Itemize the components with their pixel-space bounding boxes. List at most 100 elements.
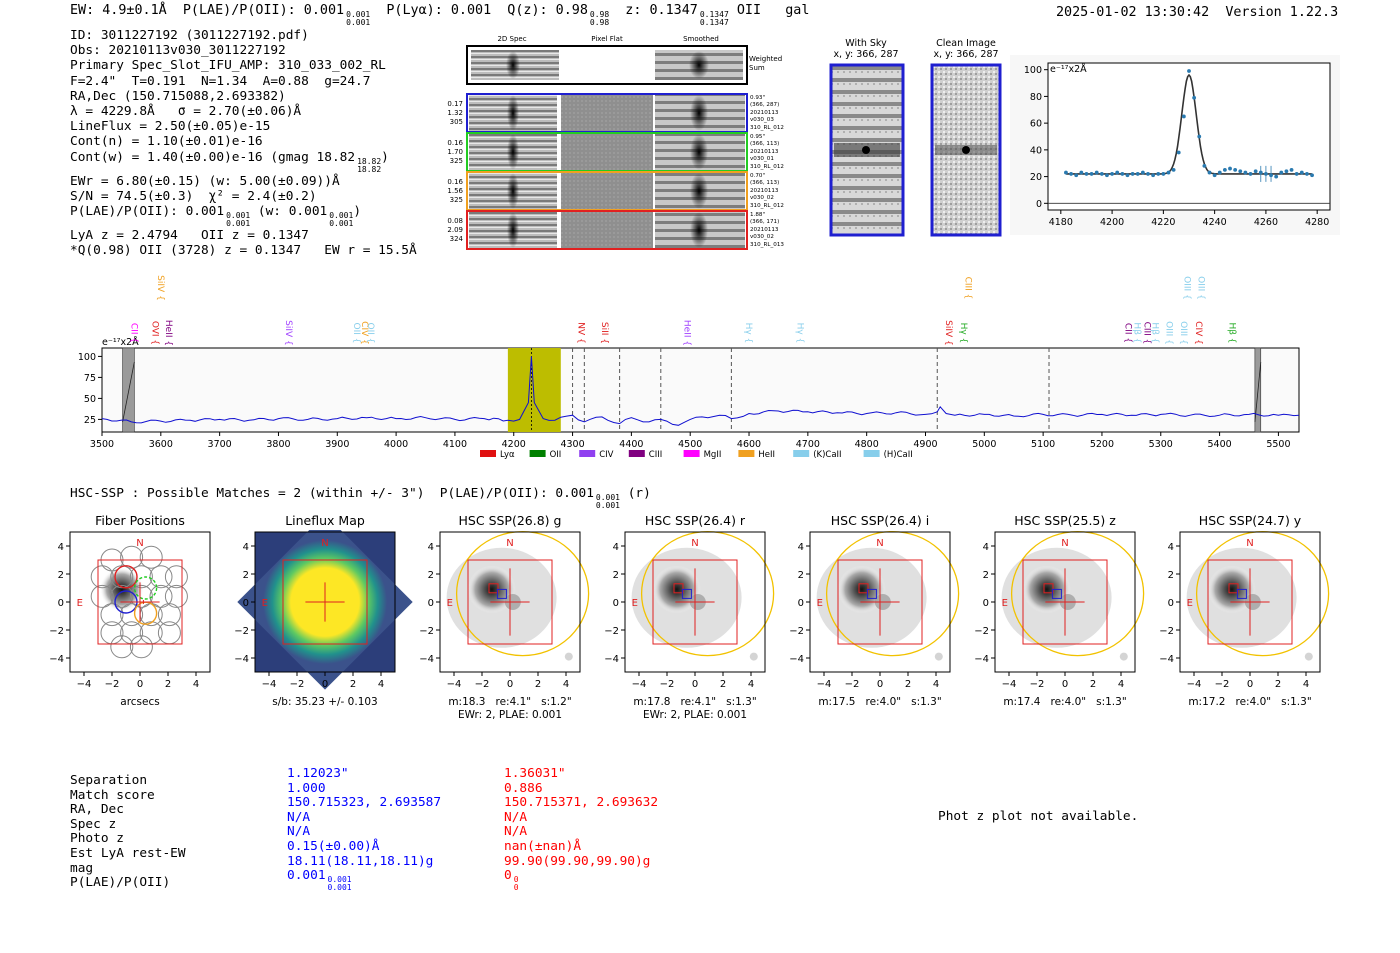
spectrum-line-label: Hγ { [958, 323, 968, 344]
info-block: ID: 3011227192 (3011227192.pdf) Obs: 2021… [70, 28, 417, 258]
spectrum-line-label: OII { [351, 323, 361, 344]
match-cell: N/A [504, 809, 528, 825]
with-sky-image [829, 63, 905, 237]
fiber-circle [90, 584, 114, 608]
fit-data-point [1274, 174, 1279, 179]
fiber-circle [129, 565, 153, 589]
fit-data-point [1279, 170, 1284, 175]
match-cell: N/A [287, 809, 311, 825]
hsc-xtick-label: 2 [535, 679, 541, 690]
legend-label: (K)CaII [813, 450, 841, 460]
cutout-source [507, 212, 519, 248]
fit-data-point [1079, 170, 1084, 175]
header-plae-frac: 0.001 0.001 [346, 10, 371, 27]
hsc-ytick-label: 4 [613, 542, 619, 553]
hsc-red-box [1228, 583, 1239, 594]
hsc-panels: Fiber Positions N E −4 −4 −2 −2 0 0 2 2 4 4 arcsecs Li… [0, 510, 1400, 725]
fit-data-point [1176, 150, 1181, 155]
hsc-xtick-label: −2 [290, 679, 305, 690]
hsc-ytick-label: 4 [983, 542, 989, 553]
photz-note: Phot z plot not available. [938, 809, 1139, 824]
hsc-ytick-label: 4 [58, 542, 64, 553]
fiber-circle [90, 565, 114, 589]
info-ewr: EWr = 6.80(±0.15) (w: 5.00(±0.09))Å [70, 173, 340, 189]
legend-label: MgII [704, 450, 722, 460]
compass-n: N [1061, 538, 1068, 549]
fit-data-point [1192, 95, 1197, 100]
fit-xtick-label: 4260 [1254, 217, 1278, 228]
hsc-panel: HSC SSP(26.8) g N E −4 −4 −2 −2 0 0 2 2 4 4 m:18.3 re… [410, 510, 610, 725]
spectrum-xtick-label: 4400 [619, 439, 643, 450]
cutout-source-smoothed [690, 212, 708, 248]
info-slot: Primary Spec_Slot_IFU_AMP: 310_033_002_R… [70, 58, 386, 74]
info-cont-n: Cont(n) = 1.10(±0.01)e-16 [70, 134, 263, 150]
hsc-ytick-label: −2 [234, 626, 249, 637]
cutout-panel: 2D Spec Pixel Flat Smoothed Weighted Sum [447, 32, 805, 257]
spectrum-xtick-label: 4800 [855, 439, 879, 450]
fit-xtick-label: 4280 [1305, 217, 1329, 228]
spectrum-xtick-label: 4000 [384, 439, 408, 450]
compass-e: E [447, 598, 453, 609]
spectrum-xtick-label: 3500 [90, 439, 114, 450]
hsc-red-box [1043, 583, 1054, 594]
hsc-xtick-label: 0 [137, 679, 143, 690]
hsc-ytick-label: 4 [428, 542, 434, 553]
hsc-galaxy [467, 565, 516, 614]
fit-ytick-label: 0 [1036, 199, 1042, 210]
fit-ytick-label: 20 [1030, 172, 1042, 183]
fit-data-point [1238, 169, 1243, 174]
match-cell: 1.12023" [287, 766, 349, 781]
match-row-label: Spec z [70, 816, 117, 832]
fiber-circle [120, 545, 144, 569]
cutout-pixelflat-img [561, 172, 653, 210]
hsc-ytick-label: 0 [798, 598, 804, 609]
fit-data-point [1253, 169, 1258, 174]
fit-ytick-label: 100 [1024, 65, 1042, 76]
hsc-panel-image: N E −4 −4 −2 −2 0 0 2 2 4 4 [604, 530, 775, 690]
fit-xtick-label: 4240 [1203, 217, 1227, 228]
fit-xtick-label: 4200 [1100, 217, 1124, 228]
hsc-xtick-label: 2 [350, 679, 356, 690]
spectrum-line-label: OIII { [1178, 321, 1188, 345]
header-qz-frac: 0.98 0.98 [589, 10, 610, 27]
hsc-panel-title: Fiber Positions [95, 513, 185, 528]
hsc-ytick-label: −4 [789, 654, 804, 665]
hsc-frame [1179, 531, 1321, 673]
fit-data-point [1248, 172, 1253, 176]
fit-data-point [1299, 170, 1304, 175]
cutout-source [507, 173, 519, 209]
match-row-label: Photo z [70, 831, 124, 847]
cutout-row-frame [466, 210, 748, 250]
fiber-circle [157, 603, 181, 627]
fiber-circle [100, 603, 124, 627]
hsc-ytick-label: 4 [243, 542, 249, 553]
hsc-ytick-label: 0 [1168, 598, 1174, 609]
match-cell: nan(±nan)Å [504, 838, 582, 854]
fit-data-point [1202, 164, 1207, 168]
clean-image-title: Clean Image x, y: 366, 287 [933, 38, 999, 60]
spectrum-xtick-label: 4200 [502, 439, 526, 450]
fit-xtick-label: 4180 [1049, 217, 1073, 228]
fit-data-point [1140, 170, 1145, 175]
match-row-label: RA, Dec [70, 802, 124, 818]
fit-data-point [1228, 166, 1232, 171]
spectrum-scale-label: e⁻¹⁷x2Å [102, 336, 139, 348]
spectrum-line-label: Hγ { [743, 323, 753, 344]
cutout-row-left-label: 0.08 2.09 324 [447, 217, 463, 243]
hsc-ytick-label: 4 [1168, 542, 1174, 553]
hsc-panel-caption: m:17.5 re:4.0" s:1.3" [818, 696, 942, 708]
hsc-star [749, 652, 758, 661]
cutout-pixelflat-img [561, 211, 653, 249]
hsc-red-box [488, 583, 499, 594]
spectrum-line-window [507, 348, 561, 432]
compass-n: N [876, 538, 883, 549]
hsc-xtick-label: −4 [262, 679, 277, 690]
header-plya: P(Lyα): 0.001 [386, 3, 492, 18]
search-box [467, 559, 553, 645]
fit-ytick-label: 60 [1030, 119, 1042, 130]
info-radec: RA,Dec (150.715088,2.693382) [70, 88, 286, 104]
legend-swatch [480, 450, 496, 457]
hsc-ytick-label: 0 [983, 598, 989, 609]
match-cell: 18.11(18.11,18.11)g [287, 853, 434, 869]
hsc-xtick-label: 2 [165, 679, 171, 690]
